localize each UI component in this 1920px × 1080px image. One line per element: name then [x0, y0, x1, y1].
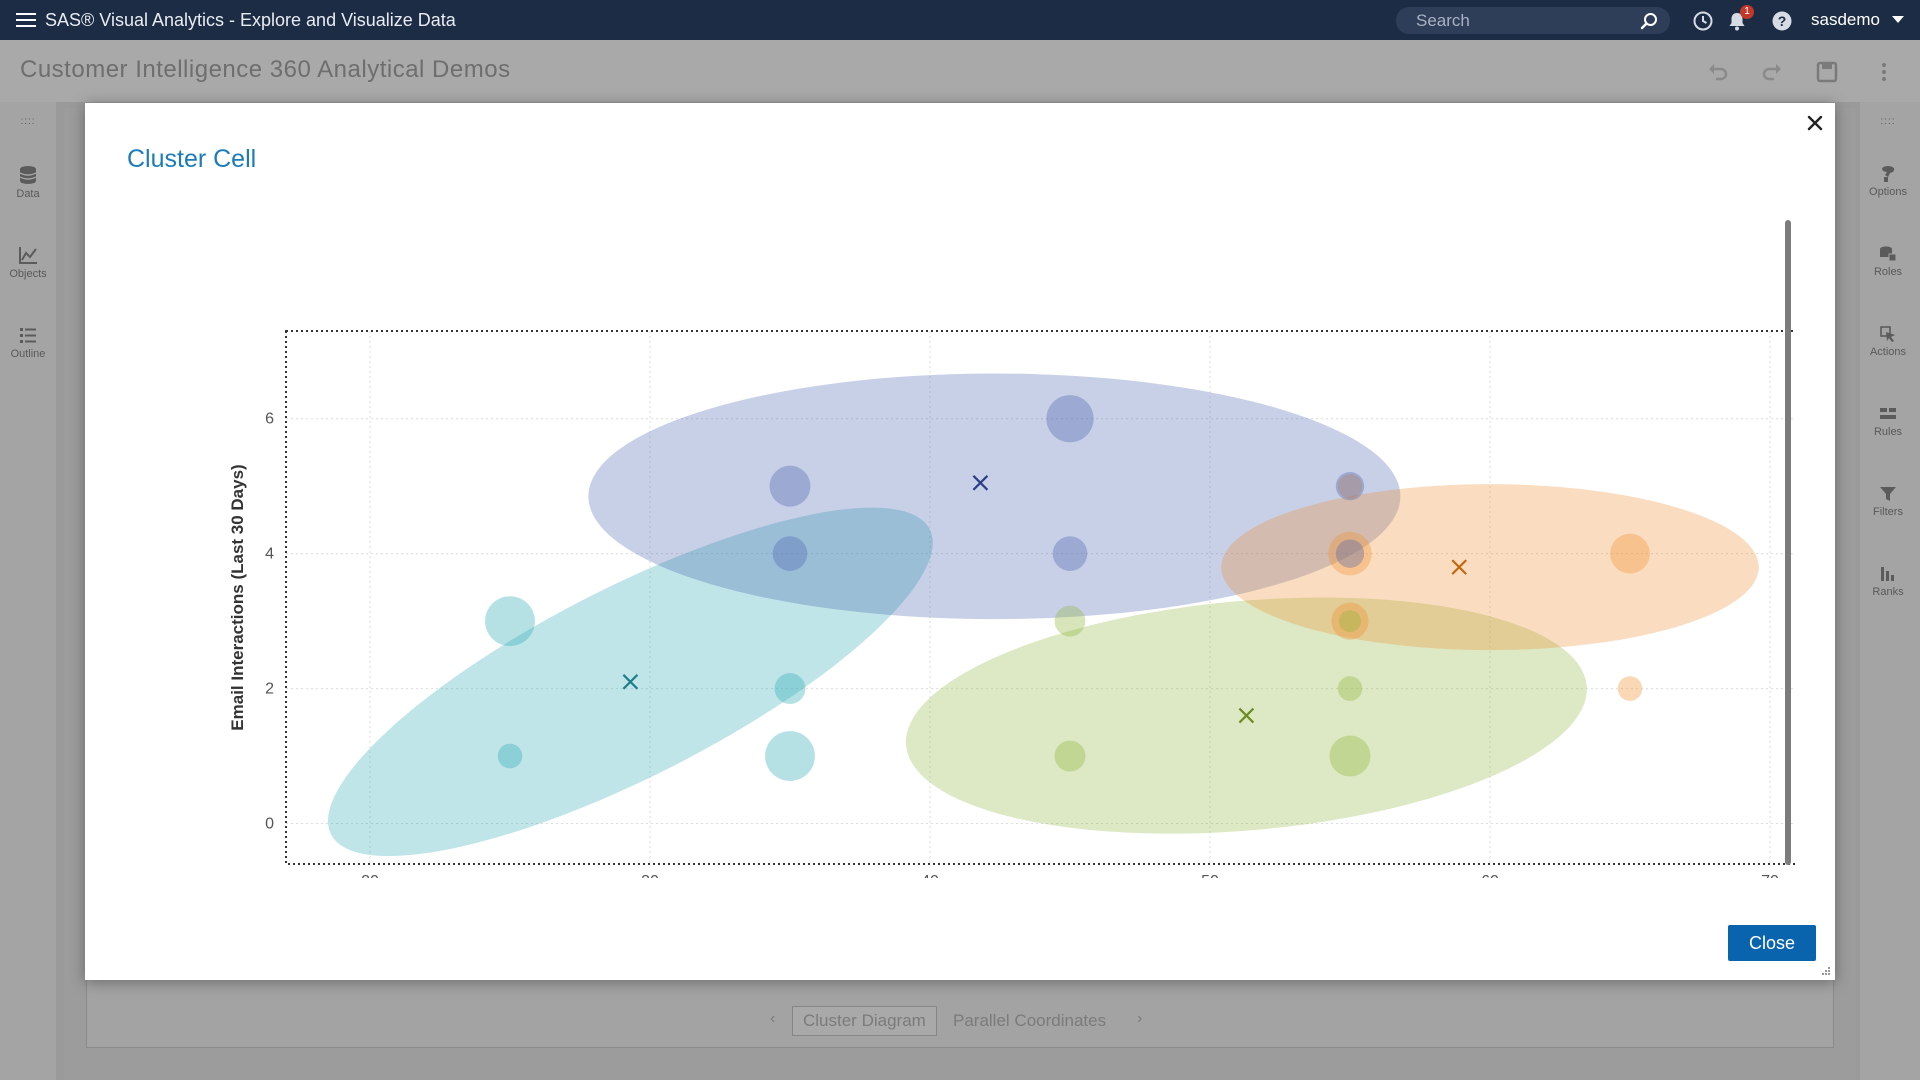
cluster-1-point	[497, 743, 523, 769]
list-icon	[20, 328, 36, 343]
cluster-ellipse-2	[1221, 484, 1759, 651]
cluster-2-point	[1328, 531, 1372, 576]
recent-history-icon[interactable]	[1692, 10, 1714, 32]
cluster-chart[interactable]: 2030405060700246Customer AgeEmail Intera…	[115, 208, 1795, 878]
x-tick-label: 60	[1481, 873, 1499, 878]
left-rail: :::: Data Objects Outline	[0, 102, 56, 1080]
right-rail-label: Rules	[1873, 426, 1903, 438]
resize-grip-icon[interactable]	[1821, 966, 1831, 976]
x-tick-label: 20	[361, 873, 379, 878]
chevron-down-icon[interactable]	[1892, 16, 1904, 23]
brush-icon	[1882, 166, 1895, 182]
cluster-1-point	[774, 673, 806, 705]
cursor-icon	[1880, 326, 1895, 342]
close-icon[interactable]	[1805, 113, 1825, 133]
tab-cluster-diagram[interactable]: Cluster Diagram	[792, 1006, 937, 1036]
report-title: Customer Intelligence 360 Analytical Dem…	[20, 56, 511, 83]
report-header: Customer Intelligence 360 Analytical Dem…	[0, 40, 1920, 102]
cluster-1-point	[485, 596, 535, 647]
filter-icon	[1880, 487, 1896, 501]
cluster-2-point	[1610, 533, 1650, 574]
x-tick-label: 50	[1201, 873, 1219, 878]
vertical-scrollbar[interactable]	[1785, 220, 1791, 865]
cluster-4-point	[769, 465, 811, 507]
save-icon[interactable]	[1815, 60, 1839, 84]
cluster-4-point	[1046, 395, 1094, 443]
hamburger-menu-icon[interactable]	[16, 13, 36, 27]
top-bar: SAS® Visual Analytics - Explore and Visu…	[0, 0, 1920, 40]
drag-handle-icon[interactable]: ::::	[20, 116, 36, 127]
search-icon[interactable]	[1640, 12, 1658, 30]
cluster-1-point	[765, 731, 815, 781]
right-rail-label: Actions	[1869, 346, 1907, 358]
right-rail-item-roles[interactable]: Roles	[1860, 244, 1916, 278]
chevron-left-icon[interactable]: ‹	[770, 1010, 776, 1027]
roles-icon	[1880, 246, 1897, 262]
undo-icon[interactable]	[1706, 60, 1730, 84]
cluster-1-centroid	[622, 674, 639, 690]
cluster-4-centroid	[972, 475, 989, 491]
search-box[interactable]	[1396, 7, 1670, 34]
cluster-4-point	[1335, 471, 1365, 501]
plot-frame	[285, 330, 1795, 865]
left-rail-label: Outline	[10, 348, 46, 360]
x-tick-label: 30	[641, 873, 659, 878]
right-rail-label: Filters	[1873, 506, 1903, 518]
left-rail-item-objects[interactable]: Objects	[0, 244, 56, 280]
cluster-3-centroid	[1238, 707, 1255, 724]
cluster-ellipse-4	[588, 373, 1401, 620]
cluster-2-point	[1617, 676, 1643, 701]
tab-parallel-coordinates[interactable]: Parallel Coordinates	[953, 1011, 1107, 1030]
cluster-3-point	[1338, 610, 1362, 633]
cluster-2-point	[1337, 473, 1363, 499]
left-rail-label: Data	[16, 188, 40, 200]
right-rail-label: Options	[1869, 186, 1907, 198]
right-rail: :::: Options Roles Actions Rules Filters…	[1860, 102, 1920, 1080]
right-rail-item-filters[interactable]: Filters	[1860, 484, 1916, 518]
x-tick-label: 70	[1761, 873, 1779, 878]
help-icon[interactable]: ?	[1771, 10, 1793, 32]
more-options-icon[interactable]	[1872, 60, 1896, 84]
cluster-2-point	[1331, 602, 1369, 640]
svg-text:?: ?	[1778, 13, 1787, 29]
cluster-3-point	[1337, 676, 1363, 701]
left-rail-item-data[interactable]: Data	[0, 164, 56, 200]
y-tick-label: 6	[265, 411, 274, 428]
search-input[interactable]	[1416, 10, 1636, 31]
right-rail-item-options[interactable]: Options	[1860, 164, 1916, 198]
y-tick-label: 2	[265, 681, 274, 698]
left-rail-item-outline[interactable]: Outline	[0, 324, 56, 360]
right-rail-label: Ranks	[1872, 586, 1904, 598]
database-icon	[19, 166, 37, 184]
right-rail-item-rules[interactable]: Rules	[1860, 404, 1916, 438]
rules-icon	[1880, 408, 1896, 419]
right-rail-item-ranks[interactable]: Ranks	[1860, 564, 1916, 598]
cluster-4-point	[1052, 536, 1088, 571]
notification-badge: 1	[1740, 5, 1754, 19]
redo-icon[interactable]	[1760, 60, 1784, 84]
cluster-4-point	[772, 536, 808, 571]
right-rail-label: Roles	[1873, 266, 1903, 278]
cluster-2-centroid	[1451, 559, 1467, 575]
y-axis-title: Email Interactions (Last 30 Days)	[228, 464, 247, 730]
dialog-title: Cluster Cell	[127, 145, 257, 173]
cluster-3-point	[1329, 735, 1371, 777]
ranks-icon	[1881, 567, 1894, 581]
y-tick-label: 0	[265, 816, 274, 833]
chevron-right-icon[interactable]: ›	[1137, 1010, 1143, 1027]
x-tick-label: 40	[921, 873, 939, 878]
user-menu[interactable]: sasdemo	[1811, 10, 1880, 29]
close-button[interactable]: Close	[1728, 925, 1816, 961]
y-tick-label: 4	[265, 546, 274, 563]
line-chart-icon	[19, 247, 37, 264]
left-rail-label: Objects	[9, 268, 47, 280]
app-title: SAS® Visual Analytics - Explore and Visu…	[45, 10, 456, 30]
right-rail-item-actions[interactable]: Actions	[1860, 324, 1916, 358]
cluster-cell-dialog: Cluster Cell 2030405060700246Customer Ag…	[85, 103, 1835, 980]
cluster-3-point	[1054, 605, 1086, 637]
cluster-4-point	[1335, 539, 1365, 568]
cluster-3-point	[1054, 740, 1086, 772]
drag-handle-icon[interactable]: ::::	[1880, 116, 1896, 127]
